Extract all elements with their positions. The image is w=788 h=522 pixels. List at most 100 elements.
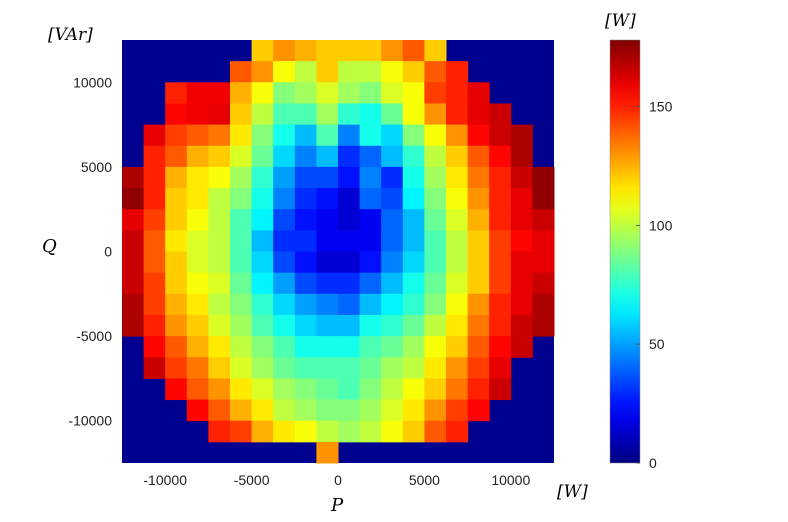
heatmap-cell <box>424 399 447 422</box>
heatmap-cell <box>230 82 253 104</box>
heatmap-cell <box>446 209 469 231</box>
heatmap-cell <box>359 420 382 443</box>
heatmap-cell <box>186 230 209 252</box>
heatmap-cell <box>338 209 361 231</box>
heatmap-cell <box>359 336 382 358</box>
heatmap-cell <box>273 40 296 62</box>
heatmap-cell <box>230 209 253 231</box>
heatmap-cell <box>316 441 339 464</box>
heatmap-cell <box>294 336 317 358</box>
heatmap-cell <box>424 145 447 168</box>
heatmap-cells <box>122 40 555 464</box>
heatmap-cell <box>338 103 361 126</box>
heatmap-cell <box>251 272 274 295</box>
heatmap-cell <box>273 103 296 126</box>
heatmap-cell <box>316 357 339 379</box>
heatmap-cell <box>424 209 447 231</box>
heatmap-cell <box>186 166 209 189</box>
heatmap-cell <box>273 230 296 252</box>
heatmap-cell <box>230 103 253 126</box>
heatmap-cell <box>208 124 231 147</box>
heatmap-cell <box>489 166 512 189</box>
heatmap-cell <box>230 293 253 316</box>
heatmap-cell <box>489 251 512 274</box>
heatmap-cell <box>251 336 274 358</box>
heatmap-cell <box>165 251 188 274</box>
heatmap-cell <box>381 230 404 252</box>
heatmap-cell <box>186 251 209 274</box>
heatmap-cell <box>467 399 490 422</box>
heatmap-cell <box>402 124 425 147</box>
heatmap-cell <box>510 209 533 231</box>
heatmap-cell <box>510 124 533 147</box>
colorbar <box>609 39 641 464</box>
heatmap-cell <box>489 209 512 231</box>
heatmap-cell <box>402 166 425 189</box>
heatmap-cell <box>467 272 490 295</box>
heatmap-cell <box>467 209 490 231</box>
heatmap-cell <box>489 124 512 147</box>
y-tick-label: 0 <box>104 244 112 260</box>
heatmap-cell <box>424 188 447 210</box>
heatmap-cell <box>294 357 317 379</box>
heatmap-cell <box>489 293 512 316</box>
heatmap-cell <box>316 61 339 83</box>
heatmap-cell <box>251 166 274 189</box>
heatmap-cell <box>467 378 490 401</box>
heatmap-cell <box>316 399 339 422</box>
heatmap-cell <box>208 145 231 168</box>
heatmap-cell <box>208 314 231 337</box>
heatmap-cell <box>424 378 447 401</box>
heatmap-cell <box>467 166 490 189</box>
heatmap-cell <box>230 124 253 147</box>
heatmap-cell <box>467 188 490 210</box>
heatmap-cell <box>467 145 490 168</box>
heatmap-cell <box>446 251 469 274</box>
heatmap-cell <box>424 166 447 189</box>
heatmap-cell <box>338 124 361 147</box>
heatmap-cell <box>424 420 447 443</box>
heatmap-cell <box>186 314 209 337</box>
heatmap-cell <box>208 293 231 316</box>
heatmap-cell <box>208 399 231 422</box>
x-tick-label: 0 <box>334 472 342 488</box>
heatmap-cell <box>446 336 469 358</box>
heatmap-cell <box>251 357 274 379</box>
heatmap-cell <box>338 82 361 104</box>
heatmap-cell <box>402 188 425 210</box>
heatmap-cell <box>381 357 404 379</box>
heatmap-cell <box>424 61 447 83</box>
heatmap-cell <box>294 293 317 316</box>
heatmap-cell <box>230 61 253 83</box>
heatmap-cell <box>186 209 209 231</box>
heatmap-cell <box>467 103 490 126</box>
heatmap-cell <box>359 378 382 401</box>
heatmap-cell <box>273 357 296 379</box>
heatmap-cell <box>230 251 253 274</box>
heatmap-cell <box>489 336 512 358</box>
heatmap-cell <box>273 399 296 422</box>
heatmap-cell <box>338 166 361 189</box>
heatmap-cell <box>186 378 209 401</box>
heatmap-cell <box>273 124 296 147</box>
heatmap-cell <box>424 82 447 104</box>
heatmap-cell <box>402 357 425 379</box>
heatmap-cell <box>273 336 296 358</box>
heatmap-cell <box>143 314 166 337</box>
heatmap-cell <box>467 314 490 337</box>
y-axis-title: Q <box>42 236 57 257</box>
heatmap-cell <box>208 420 231 443</box>
heatmap-cell <box>122 314 145 337</box>
heatmap-cell <box>532 230 555 252</box>
heatmap-cell <box>446 357 469 379</box>
heatmap-cell <box>251 399 274 422</box>
heatmap-cell <box>251 124 274 147</box>
heatmap-cell <box>359 145 382 168</box>
x-axis-title: P <box>330 495 344 516</box>
heatmap-cell <box>294 230 317 252</box>
heatmap-cell <box>424 103 447 126</box>
heatmap-cell <box>165 378 188 401</box>
heatmap-cell <box>446 293 469 316</box>
heatmap-cell <box>359 40 382 62</box>
heatmap-cell <box>165 336 188 358</box>
